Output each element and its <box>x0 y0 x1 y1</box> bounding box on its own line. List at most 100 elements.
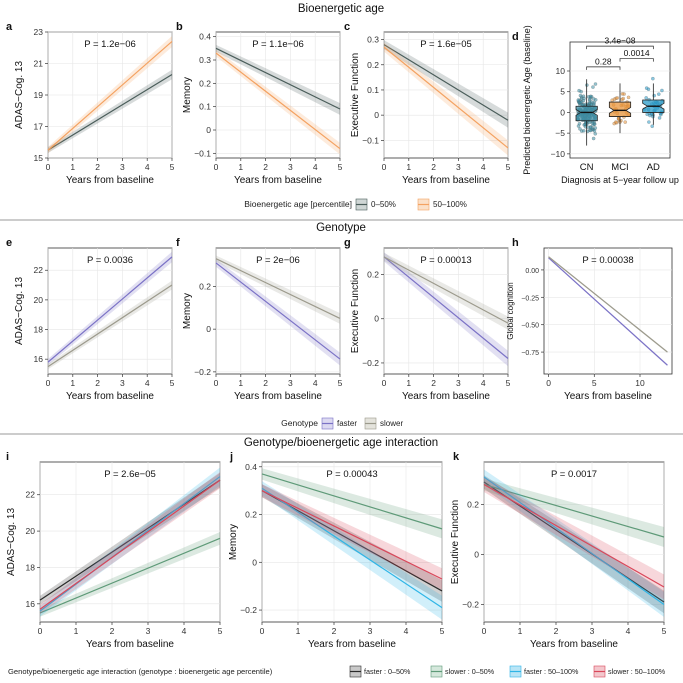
confidence-band <box>40 532 220 617</box>
tick-label-x: 4 <box>481 378 486 388</box>
tick-label-x: 5 <box>592 378 597 388</box>
tick-label-x: 5 <box>506 378 511 388</box>
y-axis-label: Global cognition <box>506 282 515 339</box>
y-axis-label: Executive Function <box>450 500 461 585</box>
tick-label-y: 0 <box>206 324 211 334</box>
series-line <box>47 256 173 363</box>
tick-label-y: 0 <box>474 550 479 560</box>
tick-label-x: 3 <box>456 378 461 388</box>
tick-label-x: 3 <box>456 162 461 172</box>
tick-label-x: 3 <box>120 378 125 388</box>
panel-b: b0 1 2 3 4 5−0.100.10.20.30.4P = 1.1e−06Years… <box>176 21 343 186</box>
panel-letter: f <box>176 237 180 249</box>
tick-label-x: 3 <box>288 378 293 388</box>
series-line <box>483 483 665 538</box>
series-line <box>39 479 221 601</box>
data-point <box>590 121 595 125</box>
tick-label-x: 0 <box>482 626 487 636</box>
tick-label-x: 3 <box>590 626 595 636</box>
legend-label-0: faster <box>337 419 357 428</box>
panel-letter: d <box>512 31 519 43</box>
tick-label-x: 0 <box>214 162 219 172</box>
series-line <box>215 258 341 320</box>
tick-label-y: 15 <box>34 153 44 163</box>
tick-label-y: −0.1 <box>362 135 379 145</box>
plot-area <box>39 461 221 623</box>
legend-genotype: Genotype faster slower <box>281 417 403 430</box>
tick-label-x: 5 <box>662 626 667 636</box>
comparison-bracket <box>586 45 654 50</box>
tick-label-x: 2 <box>263 162 268 172</box>
tick-label-y: −0.2 <box>240 605 257 615</box>
tick-label-y: 10 <box>556 66 566 76</box>
tick-label-y: 0 <box>560 107 565 117</box>
confidence-band <box>384 252 508 330</box>
legend-label-2: faster : 50–100% <box>524 667 579 676</box>
y-axis-label: Predicted bioenergetic Age (baseline) <box>522 25 532 175</box>
x-axis-label: Years from baseline <box>66 391 154 402</box>
y-axis-label: Memory <box>228 524 239 560</box>
p-value-annotation: P = 2e−06 <box>256 255 300 266</box>
data-point <box>593 132 597 136</box>
tick-label-y: 21 <box>34 59 44 69</box>
tick-label-y: 0.2 <box>245 510 257 520</box>
x-axis-label: Years from baseline <box>564 391 652 402</box>
data-point <box>581 94 586 98</box>
tick-label-x: 1 <box>406 378 411 388</box>
section-title-genotype: Genotype <box>316 222 366 234</box>
tick-label-x: 4 <box>145 162 150 172</box>
legend-label-1: slower <box>380 419 403 428</box>
tick-label-y: −0.2 <box>362 358 379 368</box>
tick-label-y: 16 <box>26 599 36 609</box>
tick-label-x: 1 <box>70 162 75 172</box>
data-point <box>588 94 593 99</box>
panel-e: e 0 1 2 3 4 5 16 18 20 22 P = 0.0036 Years from base… <box>6 237 175 402</box>
x-axis-label: Years from baseline <box>86 639 174 650</box>
data-point <box>578 127 582 131</box>
series-line <box>383 44 509 121</box>
tick-label-y: 0 <box>206 125 211 135</box>
tick-label-y: 22 <box>26 490 36 500</box>
data-point <box>657 92 661 96</box>
y-axis-label: ADAS−Cog. 13 <box>14 277 25 346</box>
section-title-bioenergetic: Bioenergetic age <box>298 3 384 15</box>
legend-title: Genotype/bioenergetic age interaction (g… <box>8 667 273 676</box>
tick-label-x: 1 <box>518 626 523 636</box>
panel-h: h 0 5 10 0.00 −0.25 −0.50 −0.75 P = 0.00038 Years… <box>506 237 673 402</box>
tick-label-y: 0.1 <box>367 85 379 95</box>
tick-label-x: 2 <box>554 626 559 636</box>
tick-label-x: 3 <box>120 162 125 172</box>
tick-label-y: 23 <box>34 27 44 37</box>
panel-letter: a <box>6 21 13 33</box>
y-axis-label: Memory <box>182 77 193 113</box>
tick-label-y: −0.2 <box>194 367 211 377</box>
tick-label-x: 4 <box>404 626 409 636</box>
data-point <box>620 92 625 96</box>
panel-letter: i <box>6 451 9 463</box>
tick-label-x: 5 <box>338 162 343 172</box>
series-line <box>261 487 443 609</box>
series-line <box>215 262 341 360</box>
confidence-band <box>262 481 442 620</box>
tick-label-x: 0 <box>214 378 219 388</box>
tick-label-x: 0 <box>46 378 51 388</box>
panel-letter: b <box>176 21 183 33</box>
legend-interaction: Genotype/bioenergetic age interaction (g… <box>8 665 666 678</box>
data-point <box>657 116 662 120</box>
tick-label-x: 0 <box>38 626 43 636</box>
tick-label-y: 0.3 <box>367 35 379 45</box>
y-axis-label: Memory <box>182 293 193 329</box>
tick-label-y: 0.2 <box>367 270 379 280</box>
tick-label-y: 0.3 <box>199 55 211 65</box>
legend-label-0: 0–50% <box>371 200 396 209</box>
tick-label-y: 20 <box>26 526 36 536</box>
plot-area <box>383 31 509 159</box>
p-value-annotation: P = 0.00013 <box>420 255 471 266</box>
confidence-band <box>262 484 442 590</box>
series-line <box>483 483 665 588</box>
data-point <box>582 129 586 133</box>
data-point <box>578 93 583 98</box>
confidence-band <box>40 472 220 615</box>
tick-label-x: AD <box>647 162 660 173</box>
tick-label-x: 2 <box>431 162 436 172</box>
